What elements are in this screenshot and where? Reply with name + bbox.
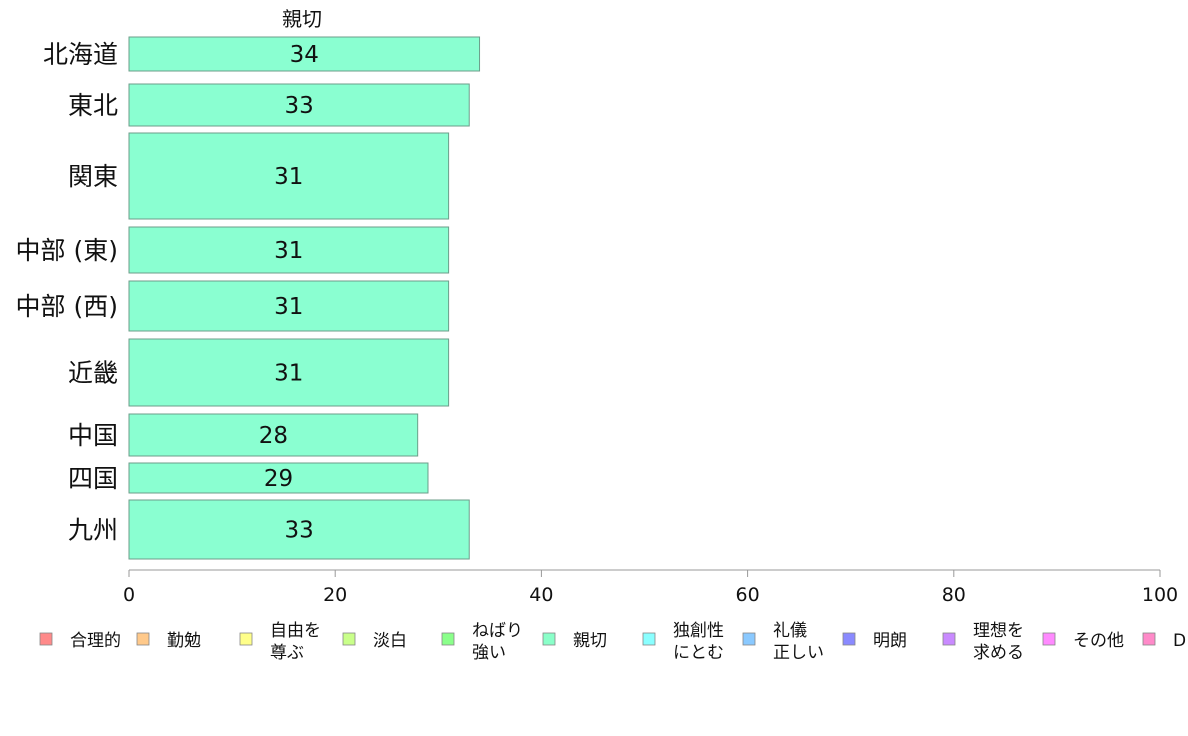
bar: [128, 462, 429, 494]
legend-label: 合理的: [70, 631, 121, 651]
bar-value-label: 34: [290, 42, 319, 68]
region-label: 四国: [68, 464, 118, 493]
bar: [128, 413, 419, 457]
legend-label: 淡白: [373, 631, 407, 651]
bar-value-label: 28: [259, 423, 288, 449]
legend-swatch: [542, 632, 556, 646]
bar-value-label: 33: [284, 518, 313, 544]
bar-value-label: 29: [264, 466, 293, 492]
legend: 合理的 勤勉 自由を尊ぶ 淡白 ねばり強い 親切 独創性にとむ 礼儀正しい 明朗 理想を求める その…: [39, 621, 1186, 663]
bar-value-label: 31: [274, 361, 303, 387]
legend-label: 明朗: [873, 631, 907, 651]
x-tick-label: 0: [123, 584, 135, 606]
bar: [128, 132, 450, 220]
x-tick-label: 80: [942, 584, 966, 606]
legend-swatch: [441, 632, 455, 646]
region-label: 北海道: [43, 40, 118, 69]
legend-swatch: [1142, 632, 1156, 646]
legend-swatch: [239, 632, 253, 646]
x-tick-label: 60: [736, 584, 760, 606]
legend-label: 親切: [573, 631, 607, 651]
legend-swatch: [842, 632, 856, 646]
legend-label: ねばり強い: [472, 621, 523, 663]
legend-label: D: [1173, 631, 1186, 651]
x-tick-label: 100: [1142, 584, 1178, 606]
region-label: 関東: [68, 162, 118, 191]
legend-label: 礼儀正しい: [773, 621, 824, 663]
bar-value-label: 31: [274, 164, 303, 190]
region-label: 東北: [68, 91, 118, 120]
legend-swatch: [136, 632, 150, 646]
panel-title: 親切: [282, 7, 322, 31]
bar: [128, 280, 450, 332]
legend-label: 理想を求める: [973, 621, 1024, 663]
x-axis: 0 20 40 60 80 100: [123, 569, 1178, 606]
bar-value-label: 31: [274, 294, 303, 320]
legend-label: 自由を尊ぶ: [270, 621, 321, 663]
legend-swatch: [642, 632, 656, 646]
bar: [128, 36, 481, 72]
legend-label: 独創性にとむ: [673, 621, 724, 663]
bar: [128, 338, 450, 407]
region-label: 中部 (東): [16, 236, 118, 265]
legend-swatch: [1042, 632, 1056, 646]
legend-swatch: [39, 632, 53, 646]
legend-swatch: [942, 632, 956, 646]
region-label: 近畿: [68, 359, 118, 388]
legend-swatch: [742, 632, 756, 646]
legend-label: その他: [1073, 631, 1124, 651]
x-tick-label: 20: [323, 584, 347, 606]
legend-label: 勤勉: [167, 631, 201, 651]
bars-group: 北海道 34 東北 33 関東 31 中部 (東) 31 中部 (西) 31 近畿 31 中国 28 四国 2…: [16, 36, 481, 560]
bar-value-label: 33: [284, 93, 313, 119]
bar: [128, 499, 470, 560]
bar: [128, 226, 450, 274]
region-label: 中部 (西): [16, 292, 118, 321]
legend-swatch: [342, 632, 356, 646]
region-label: 中国: [68, 421, 118, 450]
region-label: 九州: [68, 516, 118, 545]
x-tick-label: 40: [529, 584, 553, 606]
bar-value-label: 31: [274, 238, 303, 264]
bar: [128, 83, 470, 127]
